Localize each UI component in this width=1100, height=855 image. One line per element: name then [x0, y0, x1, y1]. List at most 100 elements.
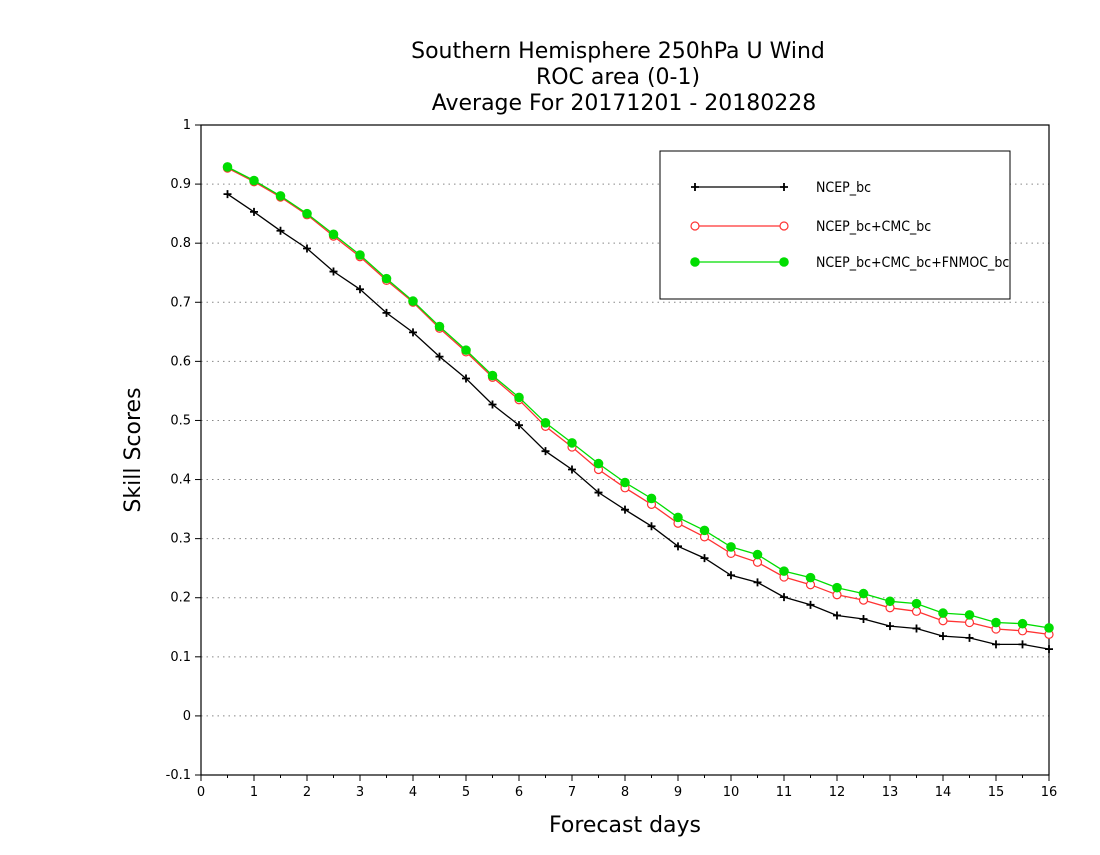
data-point-plus [515, 421, 523, 430]
data-point-filled-circle [461, 345, 471, 355]
y-tick-label: 0.7 [170, 295, 191, 310]
data-point-filled-circle [885, 596, 895, 607]
y-tick-label: 0 [183, 709, 191, 724]
x-tick-label: 10 [723, 785, 740, 800]
tick-layer: -0.100.10.20.30.40.50.60.70.80.910 1 2 3 4 5 6… [166, 118, 1058, 800]
y-tick-label: 0.8 [170, 236, 191, 251]
data-point-filled-circle [938, 608, 948, 618]
y-tick-label: 0.1 [170, 650, 191, 665]
data-point-open-circle [690, 221, 700, 231]
y-tick-label: 1 [183, 118, 191, 133]
data-point-plus [859, 615, 868, 623]
legend-label: NCEP_bc+CMC_bc+FNMOC_bc [816, 255, 1009, 271]
x-tick-label: 16 [1041, 785, 1058, 800]
data-point-plus [992, 640, 1000, 649]
x-tick-label: 15 [988, 785, 1005, 800]
data-point-plus [1045, 645, 1053, 654]
data-point-plus [223, 190, 232, 199]
x-tick-label: 3 [356, 785, 364, 800]
data-point-plus [568, 465, 576, 474]
data-point-filled-circle [381, 273, 392, 284]
data-point-open-circle [964, 617, 975, 628]
y-axis-title: Skill Scores [121, 387, 146, 512]
x-tick-label: 8 [621, 785, 629, 800]
data-point-plus [621, 505, 629, 514]
data-point-filled-circle [593, 458, 604, 469]
data-point-plus [674, 542, 682, 551]
data-point-plus [886, 622, 894, 631]
data-point-filled-circle [690, 257, 700, 267]
data-point-filled-circle [487, 370, 498, 381]
data-point-filled-circle [911, 598, 922, 609]
data-point-plus [700, 554, 709, 563]
data-point-plus [303, 244, 311, 253]
x-tick-label: 6 [515, 785, 523, 800]
data-point-filled-circle [991, 617, 1001, 628]
data-point-filled-circle [222, 162, 233, 172]
data-point-filled-circle [752, 549, 763, 560]
y-tick-label: 0.4 [170, 473, 191, 488]
chart-title-line-3: Average For 20171201 - 20180228 [432, 91, 817, 116]
data-point-open-circle [938, 616, 948, 626]
legend-entry: NCEP_bc [691, 180, 871, 196]
data-point-plus [833, 611, 841, 620]
legend-entry: NCEP_bc+CMC_bc [690, 219, 931, 235]
y-tick-label: 0.5 [170, 413, 191, 428]
data-point-filled-circle [1017, 618, 1028, 629]
data-point-filled-circle [328, 229, 339, 240]
data-point-filled-circle [275, 191, 286, 201]
data-point-filled-circle [567, 438, 577, 448]
data-point-plus [647, 522, 656, 531]
x-tick-label: 5 [462, 785, 470, 800]
legend: NCEP_bc NCEP_bc+CMC_bc NCEP_bc+CMC_bc+FNMO… [659, 150, 1011, 300]
chart-title-line-2: ROC area (0-1) [536, 65, 700, 90]
x-tick-label: 14 [935, 785, 952, 800]
data-point-plus [250, 207, 258, 216]
legend-label: NCEP_bc [816, 180, 871, 196]
data-point-filled-circle [646, 493, 657, 504]
data-point-plus [753, 578, 762, 587]
x-tick-label: 1 [250, 785, 258, 800]
data-point-plus [727, 571, 735, 580]
x-tick-label: 2 [303, 785, 311, 800]
data-point-filled-circle [620, 477, 630, 488]
x-tick-label: 0 [197, 785, 205, 800]
data-point-filled-circle [858, 588, 869, 599]
data-point-filled-circle [408, 296, 418, 306]
data-point-plus [912, 624, 921, 633]
y-tick-label: 0.6 [170, 354, 191, 369]
series-1 [223, 190, 1053, 654]
data-point-filled-circle [434, 321, 445, 332]
y-tick-label: 0.3 [170, 532, 191, 547]
data-point-filled-circle [514, 392, 524, 403]
series-layer [222, 162, 1054, 654]
data-point-filled-circle [302, 208, 312, 219]
data-point-plus [965, 633, 974, 642]
data-point-plus [541, 447, 550, 456]
x-tick-label: 13 [882, 785, 899, 800]
x-tick-label: 12 [829, 785, 846, 800]
data-point-filled-circle [726, 542, 736, 552]
data-point-filled-circle [540, 418, 551, 428]
x-tick-label: 7 [568, 785, 576, 800]
x-tick-label: 4 [409, 785, 417, 800]
data-point-filled-circle [699, 525, 710, 536]
data-point-filled-circle [1044, 623, 1054, 633]
y-tick-label: 0.9 [170, 177, 191, 192]
data-point-open-circle [752, 557, 763, 567]
data-point-plus [594, 488, 603, 497]
data-point-plus [276, 226, 285, 235]
data-point-plus [409, 328, 417, 337]
data-point-filled-circle [355, 250, 365, 260]
series-3 [222, 162, 1054, 633]
data-point-plus [488, 400, 497, 409]
data-point-filled-circle [779, 566, 789, 576]
x-tick-label: 11 [776, 785, 793, 800]
legend-entry: NCEP_bc+CMC_bc+FNMOC_bc [690, 255, 1009, 271]
data-point-filled-circle [964, 610, 975, 620]
legend-box [659, 150, 1011, 300]
data-point-plus [435, 352, 444, 361]
series-line [227, 193, 1050, 650]
data-point-plus [780, 183, 788, 191]
